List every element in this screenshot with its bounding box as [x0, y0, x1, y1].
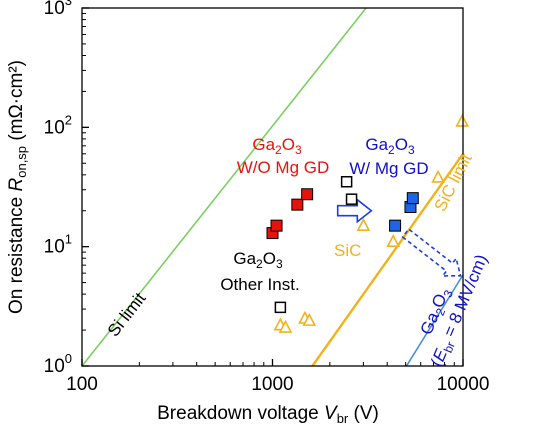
y-axis-title: On resistance Ron,sp (mΩ·cm²): [6, 60, 29, 314]
open-triangle-point: [278, 319, 293, 333]
annotation-si-limit: Si limit: [104, 289, 150, 340]
open-triangle-point: [431, 169, 445, 183]
solid-arrow: [336, 198, 373, 224]
svg-text:Other Inst.: Other Inst.: [220, 275, 299, 294]
svg-text:W/O Mg GD: W/O Mg GD: [237, 158, 330, 177]
y-tick-label: 101: [44, 232, 72, 258]
x-axis-title: Breakdown voltage Vbr (V): [157, 403, 379, 426]
filled-square-point: [270, 219, 283, 232]
limit-line: [311, 153, 463, 366]
y-tick-label: 102: [44, 112, 72, 138]
open-triangle-point: [455, 113, 469, 127]
dashed-arrow: [401, 227, 462, 277]
svg-text:Ga2O3: Ga2O3: [252, 135, 302, 157]
y-tick-label: 103: [44, 0, 72, 19]
y-tick-label: 100: [44, 351, 72, 377]
annotation-red-group: Ga2O3 W/O Mg GD: [237, 135, 330, 177]
filled-square-point: [389, 219, 402, 232]
filled-square-point: [406, 192, 419, 205]
limit-line: [82, 8, 367, 366]
annotation-blue-group: Ga2O3 W/ Mg GD: [349, 135, 428, 178]
svg-text:Ga2O3: Ga2O3: [233, 249, 283, 271]
open-square-point: [340, 175, 353, 188]
filled-square-point: [291, 198, 304, 211]
x-tick-label: 1000: [251, 374, 293, 395]
open-triangle-point: [302, 312, 317, 326]
open-square-point: [274, 301, 287, 314]
limit-line: [405, 274, 463, 366]
x-tick-label: 100: [66, 374, 98, 395]
filled-square-point: [301, 188, 314, 201]
svg-text:Ga2O3: Ga2O3: [365, 135, 415, 157]
open-square-point: [345, 193, 358, 205]
open-triangle-point: [386, 234, 400, 248]
svg-text:W/ Mg GD: W/ Mg GD: [349, 159, 428, 178]
annotation-other-group: Ga2O3 Other Inst.: [220, 249, 299, 294]
annotation-sic: SiC: [334, 241, 361, 260]
open-triangle-point: [356, 217, 371, 231]
x-tick-label: 10000: [437, 374, 490, 395]
